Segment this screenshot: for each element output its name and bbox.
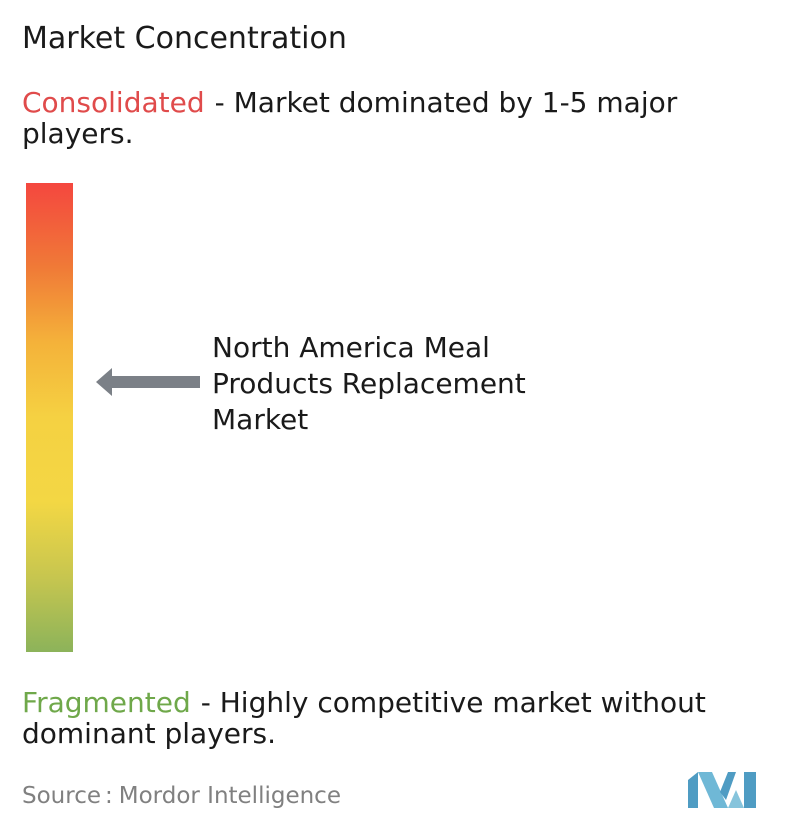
concentration-gradient-bar: [26, 183, 73, 652]
fragmented-term: Fragmented: [22, 686, 191, 719]
market-label-line: Market: [212, 403, 309, 436]
consolidated-legend: Consolidated - Market dominated by 1-5 ma…: [22, 87, 782, 149]
source-label: Source: [22, 783, 101, 809]
left-arrow-icon: [96, 368, 200, 396]
consolidated-term: Consolidated: [22, 86, 205, 119]
source-separator: :: [105, 783, 113, 809]
source-name: Mordor Intelligence: [118, 783, 341, 809]
market-label: North America Meal Products Replacement …: [212, 330, 592, 438]
mordor-intelligence-logo: [688, 772, 756, 808]
fragmented-legend: Fragmented - Highly competitive market wi…: [22, 687, 782, 749]
market-label-line: North America Meal: [212, 331, 490, 364]
source-credit: Source: Mordor Intelligence: [22, 781, 341, 811]
fragmented-description: - Highly competitive market without domi…: [22, 686, 706, 750]
consolidated-description: - Market dominated by 1-5 major players.: [22, 86, 678, 150]
page-title: Market Concentration: [22, 21, 347, 56]
market-label-line: Products Replacement: [212, 367, 526, 400]
